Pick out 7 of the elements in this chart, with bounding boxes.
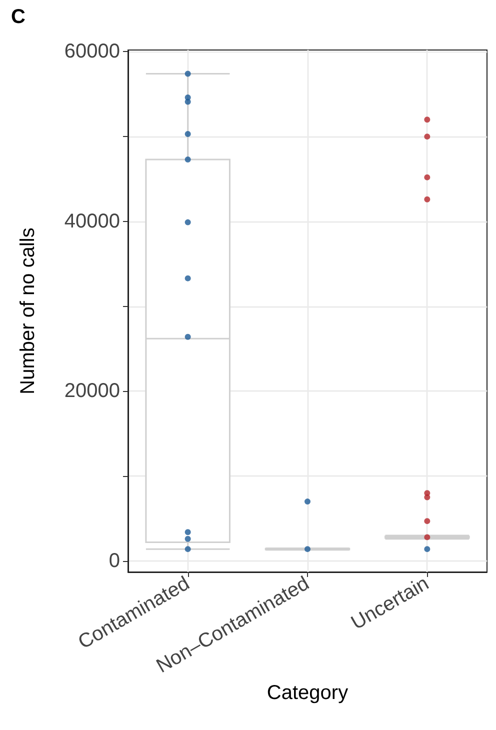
x-axis-title: Category [266, 682, 348, 704]
y-tick-label: 40000 [64, 210, 120, 232]
y-tick-label: 0 [108, 550, 120, 572]
y-tick-label: 20000 [64, 380, 120, 402]
y-axis-title: Number of no calls [17, 228, 39, 394]
y-tick-label: 60000 [64, 40, 120, 63]
chart-title: C [11, 6, 26, 28]
